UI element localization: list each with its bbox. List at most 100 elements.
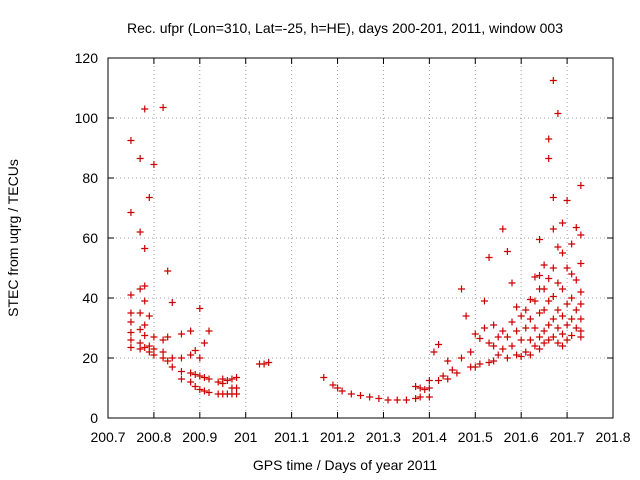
data-point xyxy=(168,354,176,362)
data-point xyxy=(191,383,199,390)
data-point xyxy=(416,384,424,392)
data-point xyxy=(485,339,493,347)
data-point xyxy=(136,155,144,162)
data-point xyxy=(467,348,475,356)
data-point xyxy=(549,77,557,84)
data-point xyxy=(393,396,401,404)
data-point xyxy=(522,306,530,314)
x-tick-label: 201.3 xyxy=(366,429,401,445)
data-point xyxy=(517,353,525,360)
data-point xyxy=(536,272,544,279)
data-point xyxy=(435,377,443,384)
data-point xyxy=(522,324,530,332)
data-point xyxy=(577,300,585,308)
data-point xyxy=(568,315,576,323)
data-point xyxy=(334,384,342,392)
data-point xyxy=(572,224,580,231)
data-point xyxy=(233,390,241,398)
data-point xyxy=(141,297,149,305)
x-tick-label: 201.7 xyxy=(550,429,585,445)
data-point xyxy=(435,341,443,348)
data-point xyxy=(141,344,149,351)
data-point xyxy=(471,363,479,371)
data-point xyxy=(228,375,236,383)
data-point xyxy=(536,236,544,243)
data-point xyxy=(127,318,135,326)
data-point xyxy=(136,326,144,333)
x-tick-labels: 200.7 200.8 200.9 201 201.1 201.2 201.3 201.4 20… xyxy=(90,429,630,445)
data-point xyxy=(577,260,585,267)
data-point xyxy=(453,369,461,377)
data-point xyxy=(421,386,429,393)
data-point xyxy=(164,357,172,365)
data-point xyxy=(329,381,337,389)
data-point xyxy=(540,339,548,347)
data-point xyxy=(127,291,135,299)
data-point xyxy=(164,267,172,275)
y-axis-label: STEC from uqrg / TECUs xyxy=(5,159,21,317)
data-point xyxy=(572,276,580,284)
data-point xyxy=(577,182,585,189)
data-point xyxy=(196,354,204,362)
data-point xyxy=(577,333,585,341)
data-point xyxy=(531,342,539,350)
data-point xyxy=(559,219,566,227)
data-point xyxy=(200,339,208,347)
y-tick-label: 60 xyxy=(82,230,98,246)
data-point xyxy=(577,288,585,296)
data-point xyxy=(145,348,153,356)
x-tick-label: 201.8 xyxy=(595,429,630,445)
data-point xyxy=(545,336,553,344)
data-point xyxy=(554,110,562,117)
data-point xyxy=(522,348,530,356)
data-point xyxy=(320,374,328,381)
data-point xyxy=(545,321,553,329)
data-point xyxy=(136,345,144,353)
data-point xyxy=(127,344,135,351)
data-point xyxy=(545,297,553,305)
data-point xyxy=(159,104,167,111)
data-point xyxy=(159,354,167,362)
data-point xyxy=(168,299,176,306)
data-point xyxy=(549,293,557,300)
data-point xyxy=(572,306,580,314)
data-point xyxy=(494,351,502,359)
data-point xyxy=(136,339,144,347)
grid-lines xyxy=(108,58,613,418)
data-point xyxy=(526,315,534,323)
data-point xyxy=(499,327,507,335)
data-point xyxy=(568,294,576,302)
data-point xyxy=(141,282,149,290)
data-point xyxy=(545,135,553,143)
data-point xyxy=(549,225,557,233)
data-point xyxy=(402,396,410,404)
data-point xyxy=(531,297,539,305)
data-point xyxy=(366,393,374,401)
data-point xyxy=(508,342,516,350)
data-point xyxy=(508,318,516,326)
y-tick-label: 0 xyxy=(90,410,98,426)
data-point xyxy=(549,264,557,272)
data-point xyxy=(347,390,355,398)
data-point xyxy=(531,324,539,332)
data-point xyxy=(577,327,585,335)
x-tick-label: 200.7 xyxy=(90,429,125,445)
x-tick-label: 201.5 xyxy=(458,429,493,445)
data-point xyxy=(141,332,149,339)
data-point xyxy=(177,375,185,383)
data-point xyxy=(568,332,576,339)
data-point xyxy=(476,335,484,342)
data-point xyxy=(223,377,231,384)
data-point xyxy=(338,387,346,395)
data-point xyxy=(572,324,580,332)
x-tick-label: 201.1 xyxy=(274,429,309,445)
data-point xyxy=(425,384,433,392)
data-point xyxy=(384,396,392,404)
data-point xyxy=(448,366,456,374)
data-point xyxy=(196,305,204,312)
data-point xyxy=(490,342,498,350)
data-point xyxy=(536,345,544,353)
data-point xyxy=(531,273,539,281)
data-point xyxy=(563,300,571,308)
data-point xyxy=(559,342,566,350)
